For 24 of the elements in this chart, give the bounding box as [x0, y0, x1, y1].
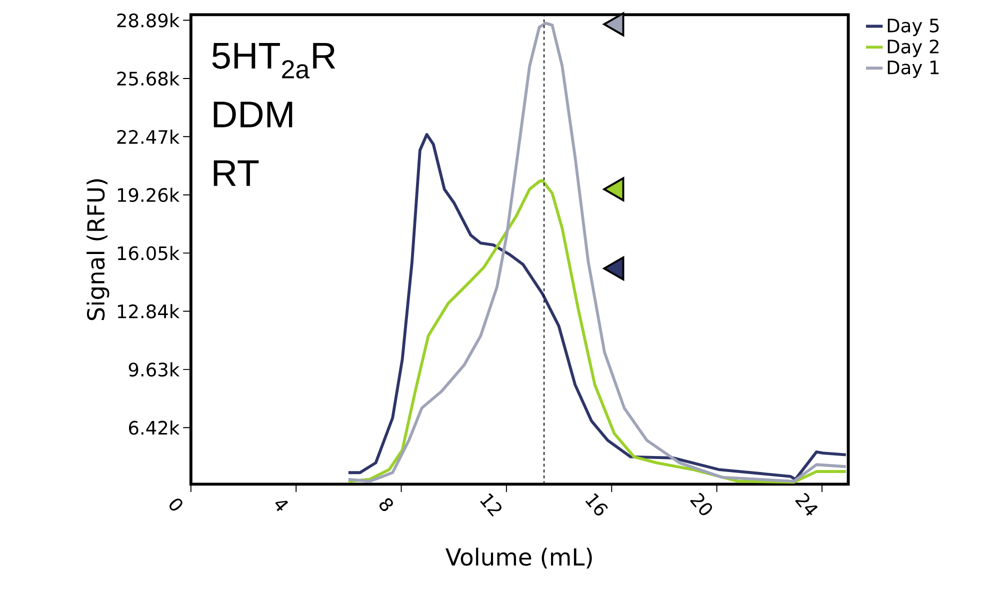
legend-label: Day 2: [888, 40, 938, 58]
y-tick-label: 28.89k: [117, 13, 180, 28]
annotation: DDM: [214, 102, 292, 128]
x-tick-label: 16: [585, 493, 608, 516]
x-tick-label: 12: [480, 494, 502, 517]
y-tick-label: 16.05k: [118, 246, 180, 260]
legend-label: Day 1: [888, 60, 939, 78]
line-series: [346, 22, 848, 483]
x-tick-label: 0: [170, 498, 182, 511]
y-tick-label: 19.26k: [118, 188, 180, 202]
x-tick-label: 8: [380, 498, 393, 512]
y-axis-title: Signal (RFU): [86, 179, 110, 320]
y-tick-label: 6.42k: [128, 420, 180, 436]
x-tick-label: 4: [275, 500, 288, 512]
y-tick-label: 22.47k: [117, 130, 180, 144]
x-tick-label: 24: [795, 493, 818, 516]
x-axis-title: Volume (mL): [446, 548, 592, 569]
legend-label: Day 5: [888, 18, 939, 36]
y-tick-label: 25.68k: [117, 72, 180, 86]
annotation: 5HT$_{2a}$R: [212, 43, 336, 79]
y-tick-label: 9.63k: [128, 362, 180, 377]
x-tick-label: 20: [690, 492, 712, 516]
annotation: RT: [214, 160, 259, 186]
y-tick-label: 12.84k: [118, 304, 180, 319]
